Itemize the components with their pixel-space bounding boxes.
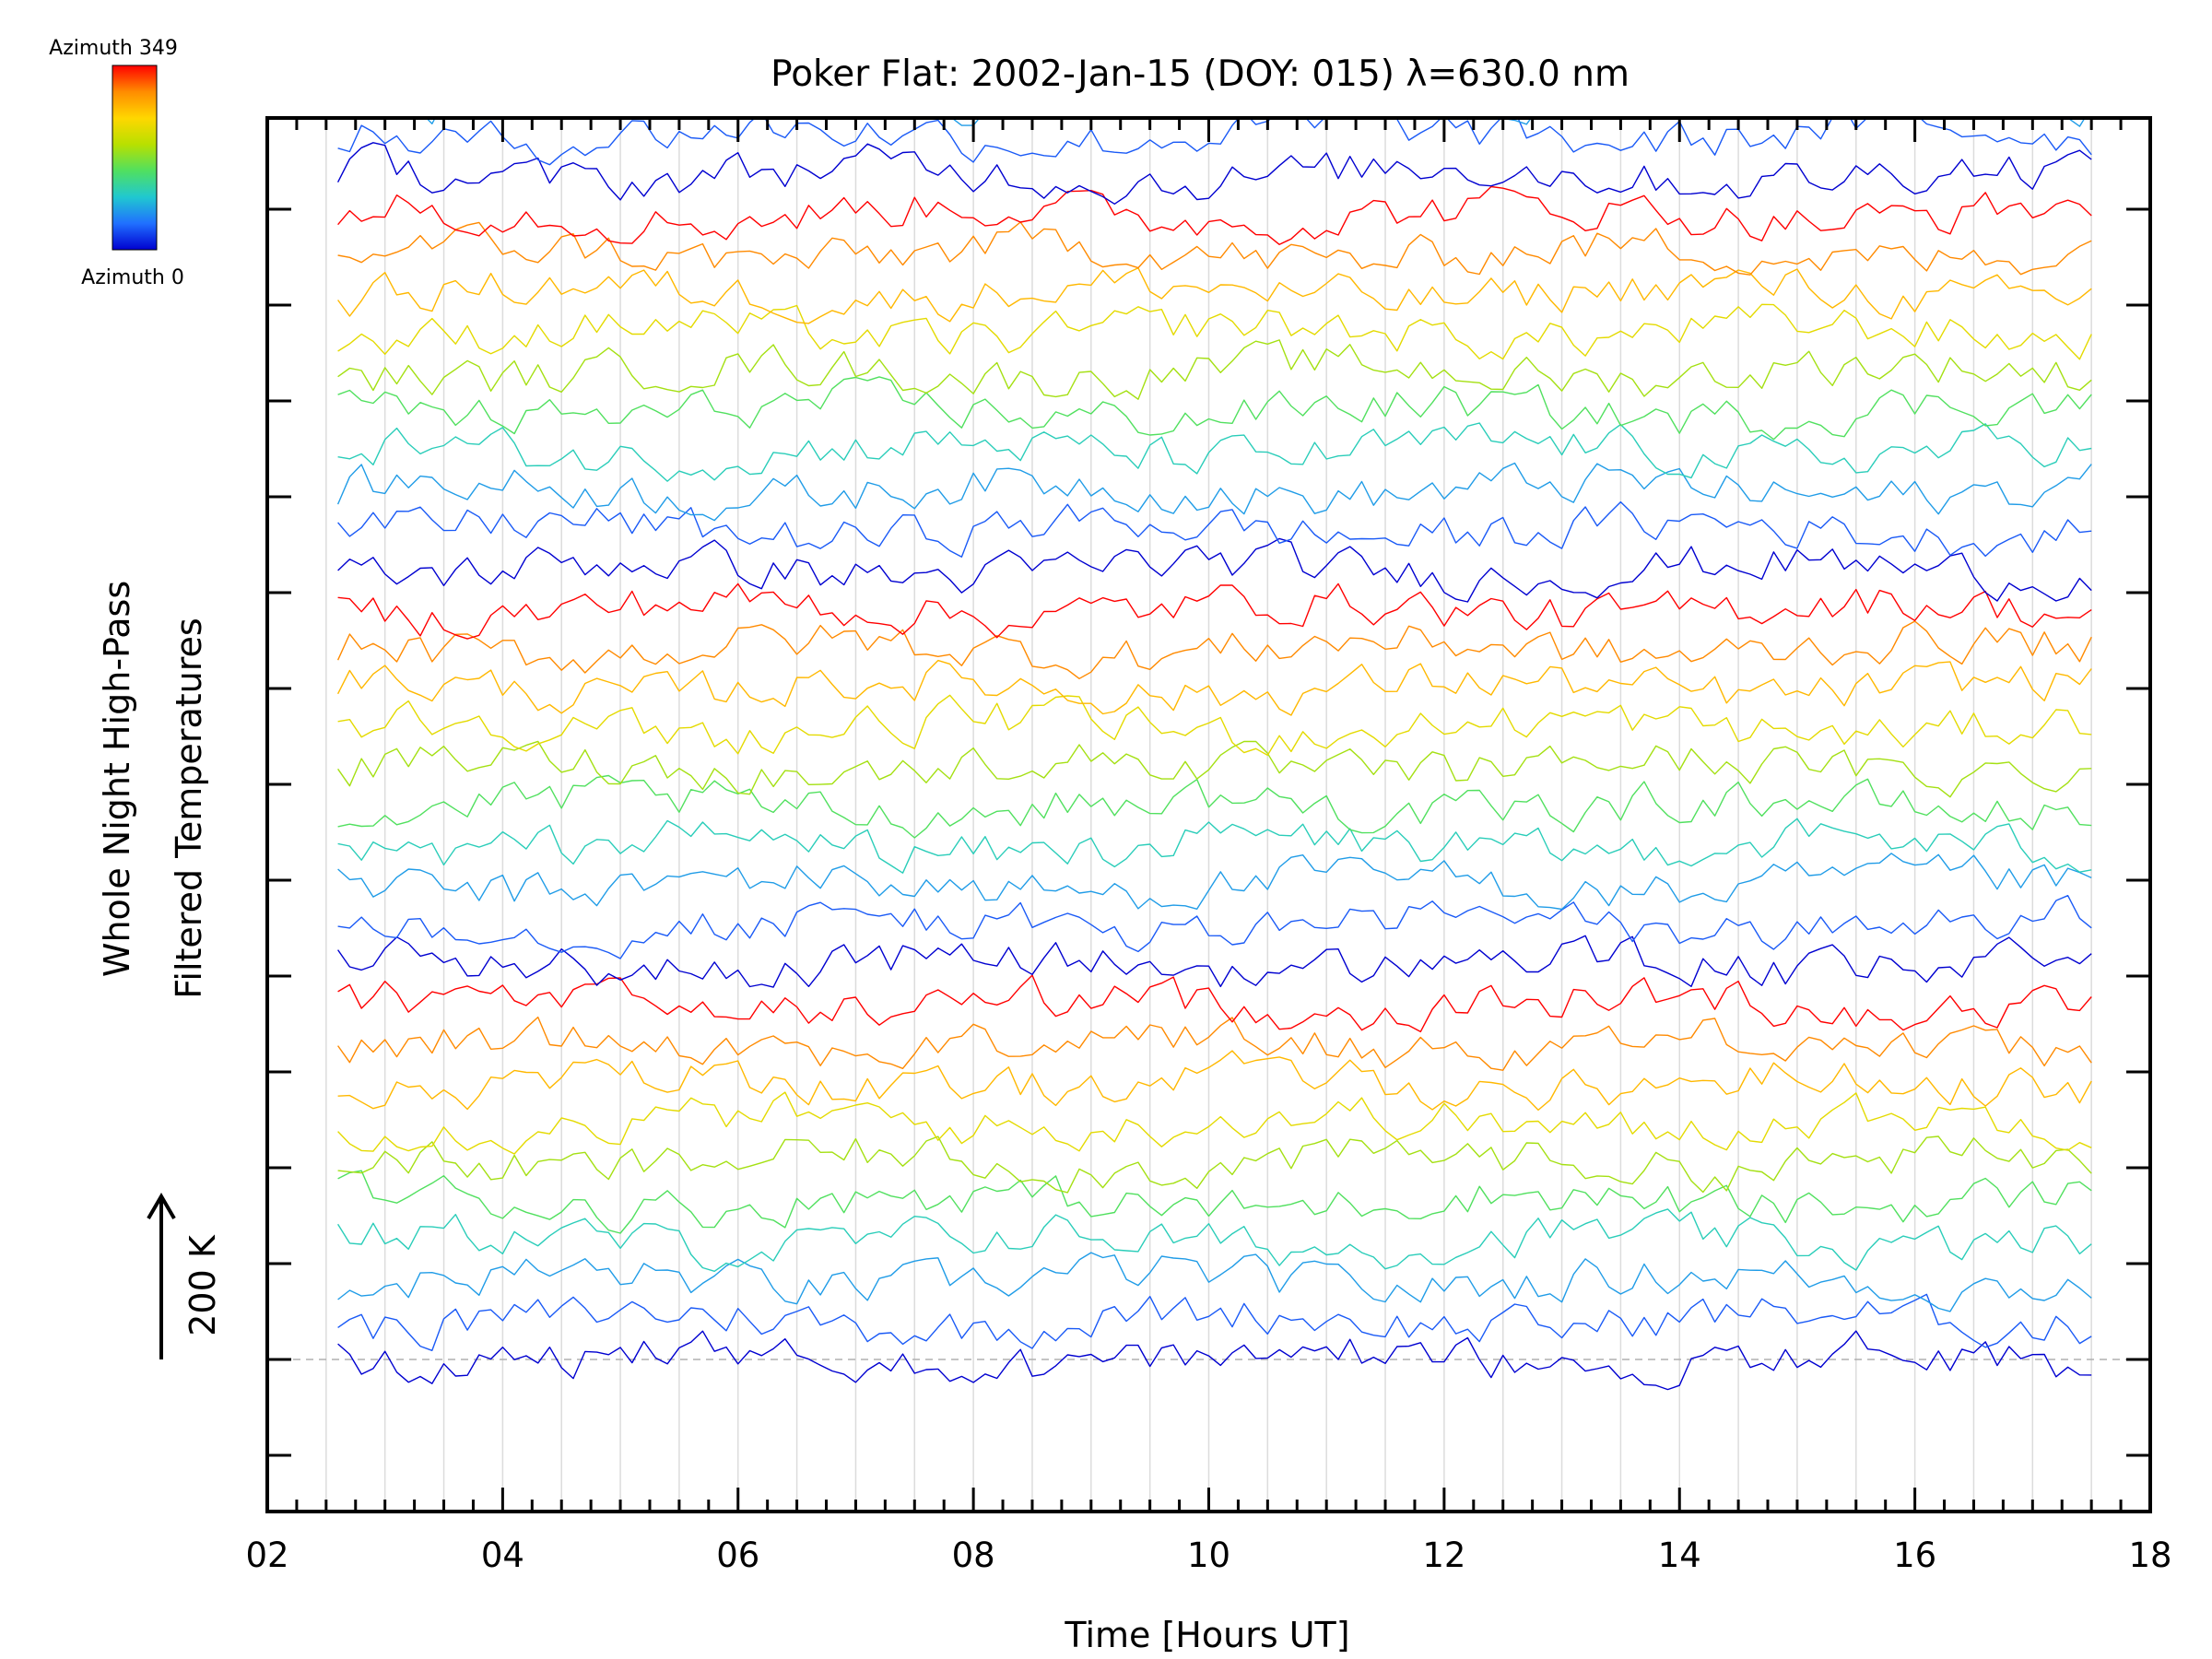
x-tick-label: 10 xyxy=(1187,1535,1230,1575)
plot-axes xyxy=(265,116,2152,1513)
series-line xyxy=(337,1016,2092,1071)
scale-bar-label: 200 K xyxy=(182,1234,223,1336)
series-line xyxy=(336,142,2092,206)
series-line xyxy=(337,694,2092,757)
series-line xyxy=(337,582,2092,640)
series-line xyxy=(337,818,2092,874)
x-tick-labels: 02 04 06 08 10 12 14 16 18 xyxy=(245,1535,2171,1575)
series-line xyxy=(337,974,2092,1033)
series-line xyxy=(337,935,2092,988)
chart-title: Poker Flat: 2002-Jan-15 (DOY: 015) λ=630… xyxy=(771,53,1630,95)
x-tick-label: 12 xyxy=(1422,1535,1465,1575)
x-tick-label: 04 xyxy=(481,1535,524,1575)
series-line xyxy=(338,0,2092,41)
series-line xyxy=(337,774,2092,839)
colorbar-bottom-label: Azimuth 0 xyxy=(81,266,184,289)
series-line xyxy=(337,1135,2092,1194)
plot-series xyxy=(336,0,2092,1391)
series-line xyxy=(337,376,2092,441)
x-tick-label: 16 xyxy=(1893,1535,1936,1575)
colorbar-top-label: Azimuth 349 xyxy=(49,37,178,60)
series-line xyxy=(337,1170,2092,1234)
series-line xyxy=(337,1293,2092,1352)
x-gridlines xyxy=(267,118,2150,1512)
series-line xyxy=(337,500,2092,558)
x-tick-label: 14 xyxy=(1658,1535,1701,1575)
series-line xyxy=(336,620,2092,679)
series-line xyxy=(337,537,2092,603)
series-line xyxy=(337,221,2092,276)
series-line xyxy=(337,1208,2092,1273)
x-tick-label: 18 xyxy=(2128,1535,2171,1575)
series-line xyxy=(336,659,2092,716)
series-line xyxy=(337,1050,2092,1112)
y-axis-title-line1: Whole Night High-Pass xyxy=(97,581,137,977)
series-line xyxy=(337,853,2092,911)
x-tick-label: 08 xyxy=(952,1535,995,1575)
series-line xyxy=(337,1252,2092,1312)
series-line xyxy=(337,1091,2092,1155)
series-line xyxy=(337,118,2092,166)
series-line xyxy=(338,0,2092,2)
x-tick-label: 06 xyxy=(716,1535,759,1575)
series-line xyxy=(337,1330,2092,1391)
series-line xyxy=(337,303,2092,360)
x-tick-label: 02 xyxy=(245,1535,288,1575)
scale-bar-arrowhead xyxy=(147,1193,176,1220)
x-axis-title: Time [Hours UT] xyxy=(1064,1615,1349,1655)
series-line xyxy=(336,462,2092,522)
series-line xyxy=(337,339,2092,400)
colorbar xyxy=(112,65,158,251)
y-axis-title-line2: Filtered Temperatures xyxy=(169,618,209,998)
series-line xyxy=(337,422,2092,482)
series-line xyxy=(337,895,2092,959)
series-line xyxy=(337,740,2092,798)
series-line xyxy=(337,267,2092,324)
series-line xyxy=(337,185,2092,245)
